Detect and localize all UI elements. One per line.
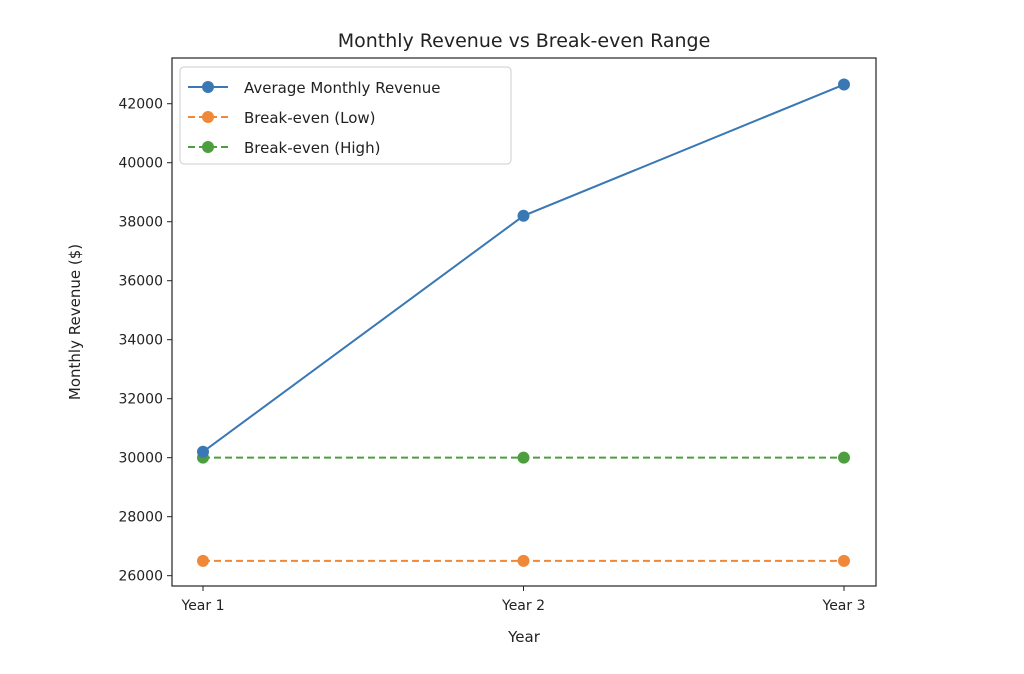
y-tick-label: 28000 bbox=[118, 510, 163, 526]
legend-marker bbox=[202, 111, 214, 123]
legend-marker bbox=[202, 141, 214, 153]
x-axis-label: Year bbox=[507, 628, 541, 646]
legend-label: Break-even (Low) bbox=[244, 109, 376, 127]
y-tick-label: 40000 bbox=[118, 156, 163, 172]
x-tick-label: Year 3 bbox=[822, 598, 866, 614]
y-tick-label: 34000 bbox=[118, 333, 163, 349]
legend: Average Monthly Revenue Break-even (Low) B… bbox=[179, 66, 512, 165]
legend-label: Break-even (High) bbox=[244, 139, 380, 157]
y-tick-label: 26000 bbox=[118, 569, 163, 585]
plot-frame bbox=[171, 57, 877, 587]
data-point bbox=[838, 554, 850, 567]
data-point bbox=[517, 451, 530, 464]
legend-marker bbox=[202, 81, 214, 93]
x-tick-label: Year 1 bbox=[181, 598, 225, 614]
y-tick-label: 42000 bbox=[118, 97, 163, 113]
data-point bbox=[517, 554, 530, 567]
data-point bbox=[197, 445, 209, 458]
x-tick-label: Year 2 bbox=[501, 598, 545, 614]
y-tick-label: 36000 bbox=[118, 274, 163, 290]
y-tick-label: 30000 bbox=[118, 451, 163, 467]
data-point bbox=[197, 554, 209, 567]
data-point bbox=[838, 451, 850, 464]
chart-title: Monthly Revenue vs Break-even Range bbox=[338, 30, 711, 52]
legend-box bbox=[179, 66, 512, 165]
data-point bbox=[838, 78, 850, 91]
y-tick-label: 38000 bbox=[118, 215, 163, 231]
data-point bbox=[517, 209, 530, 222]
y-axis-label: Monthly Revenue ($) bbox=[66, 244, 84, 400]
y-tick-label: 32000 bbox=[118, 392, 163, 408]
legend-label: Average Monthly Revenue bbox=[244, 79, 441, 97]
